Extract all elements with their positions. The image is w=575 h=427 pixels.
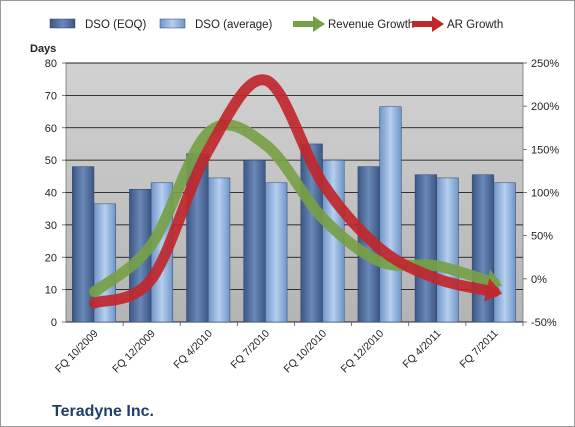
arrowhead-ar-growth	[483, 278, 503, 302]
y-tick-label: 80	[45, 58, 57, 70]
legend-arrow-revenue-growth	[313, 16, 325, 32]
growth-lines	[89, 74, 503, 309]
line-ar-growth	[89, 74, 500, 309]
y2-tick-label: 50%	[531, 231, 553, 243]
legend-swatch-dso-eoq	[49, 18, 76, 29]
y2-tick-label: 150%	[531, 144, 559, 156]
bar-dso-average	[436, 177, 459, 323]
left-axis-ticks: 0 10 20 30 40 50 60 70 80	[45, 58, 66, 329]
y-tick-label: 20	[45, 252, 57, 264]
y-tick-label: 0	[51, 317, 57, 329]
bar-dso-eoq	[243, 159, 266, 323]
company-name: Teradyne Inc.	[52, 403, 154, 420]
y2-tick-label: 0%	[531, 274, 547, 286]
legend: DSO (EOQ) DSO (average) Revenue Growth AR G…	[49, 16, 503, 32]
line-revenue-growth	[89, 119, 500, 298]
bar-dso-eoq	[414, 174, 437, 323]
y-tick-label: 70	[45, 90, 57, 102]
bar-dso-eoq	[72, 166, 95, 323]
y-tick-label: 40	[45, 188, 57, 200]
y2-tick-label: 200%	[531, 101, 559, 113]
legend-arrow-ar-growth	[432, 16, 444, 32]
legend-label-dso-eoq: DSO (EOQ)	[85, 19, 147, 31]
bar-dso-average	[207, 177, 231, 323]
bar-dso-average	[265, 182, 288, 323]
legend-label-revenue-growth: Revenue Growth	[328, 19, 414, 31]
y-axis-title: Days	[30, 43, 56, 55]
right-axis-ticks: -50% 0% 50% 100% 150% 200% 250%	[523, 58, 559, 329]
bar-dso-average	[493, 182, 516, 323]
legend-label-dso-average: DSO (average)	[195, 19, 273, 31]
legend-label-ar-growth: AR Growth	[447, 19, 503, 31]
y-tick-label: 10	[45, 285, 57, 297]
bar-dso-eoq	[471, 174, 495, 323]
y-tick-label: 30	[45, 220, 57, 232]
y2-tick-label: -50%	[531, 317, 557, 329]
y2-tick-label: 250%	[531, 58, 559, 70]
y-tick-label: 60	[45, 123, 57, 135]
y2-tick-label: 100%	[531, 188, 559, 200]
y-tick-label: 50	[45, 155, 57, 167]
bar-dso-average	[379, 106, 402, 323]
legend-swatch-dso-average	[159, 18, 186, 29]
